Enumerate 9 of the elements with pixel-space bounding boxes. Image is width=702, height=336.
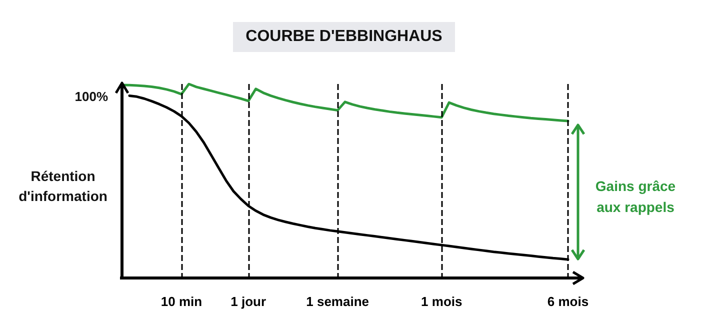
y-axis-title: Rétention d'information (18, 167, 108, 206)
text: Gains grâce aux rappels (594, 177, 677, 217)
x-tick-label: 1 jour (230, 294, 266, 309)
x-tick-label: 6 mois (547, 294, 589, 309)
text: 100% (74, 89, 108, 104)
x-tick-label: 10 min (160, 294, 202, 309)
chart-title: COURBE D'EBBINGHAUS (233, 22, 455, 52)
x-tick-label: 1 semaine (306, 294, 370, 309)
x-tick-label: 1 mois (421, 294, 462, 309)
